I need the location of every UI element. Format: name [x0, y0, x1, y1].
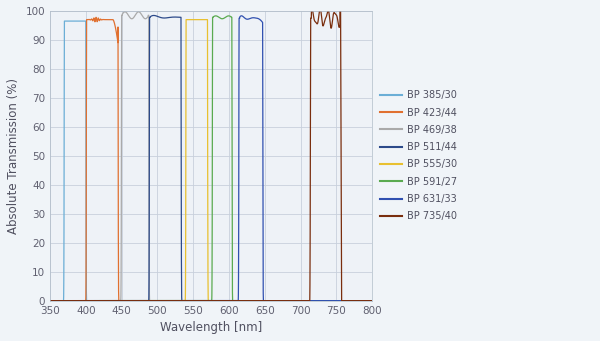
Line: BP 511/44: BP 511/44 [50, 15, 372, 301]
BP 631/33 [133, 299, 140, 303]
BP 423/44 [244, 299, 251, 303]
BP 469/38 [368, 299, 376, 303]
BP 591/27 [363, 299, 370, 303]
BP 591/27 [368, 299, 376, 303]
BP 423/44 [46, 299, 53, 303]
BP 423/44 [248, 299, 256, 303]
BP 631/33 [368, 299, 376, 303]
Legend: BP 385/30, BP 423/44, BP 469/38, BP 511/44, BP 555/30, BP 591/27, BP 631/33, BP : BP 385/30, BP 423/44, BP 469/38, BP 511/… [380, 90, 457, 221]
Y-axis label: Absolute Transmission (%): Absolute Transmission (%) [7, 78, 20, 234]
BP 511/44 [46, 299, 53, 303]
BP 735/40 [301, 299, 308, 303]
BP 469/38 [65, 299, 72, 303]
BP 385/30 [46, 299, 53, 303]
BP 385/30 [65, 19, 72, 23]
BP 423/44 [92, 15, 100, 19]
Line: BP 631/33: BP 631/33 [50, 16, 372, 301]
BP 469/38 [248, 299, 256, 303]
BP 631/33 [301, 299, 308, 303]
Line: BP 423/44: BP 423/44 [50, 17, 372, 301]
BP 423/44 [133, 299, 140, 303]
BP 631/33 [46, 299, 53, 303]
BP 591/27 [225, 14, 232, 18]
BP 385/30 [133, 299, 140, 303]
BP 511/44 [133, 299, 140, 303]
BP 591/27 [46, 299, 53, 303]
BP 385/30 [61, 19, 68, 23]
BP 555/30 [182, 18, 190, 22]
BP 469/38 [121, 10, 128, 14]
Line: BP 469/38: BP 469/38 [50, 12, 372, 301]
BP 555/30 [133, 299, 140, 303]
BP 555/30 [363, 299, 370, 303]
BP 469/38 [133, 12, 140, 16]
BP 591/27 [244, 299, 251, 303]
BP 591/27 [133, 299, 140, 303]
BP 735/40 [244, 299, 251, 303]
BP 511/44 [244, 299, 251, 303]
BP 735/40 [248, 299, 256, 303]
BP 735/40 [133, 299, 140, 303]
BP 555/30 [244, 299, 251, 303]
BP 591/27 [248, 299, 256, 303]
BP 511/44 [368, 299, 376, 303]
BP 555/30 [368, 299, 376, 303]
BP 511/44 [150, 13, 157, 17]
BP 511/44 [363, 299, 370, 303]
BP 385/30 [368, 299, 376, 303]
BP 735/40 [65, 299, 72, 303]
BP 735/40 [363, 299, 370, 303]
BP 555/30 [248, 299, 256, 303]
BP 423/44 [65, 299, 72, 303]
BP 735/40 [368, 299, 376, 303]
BP 631/33 [244, 17, 251, 21]
BP 469/38 [244, 299, 251, 303]
BP 511/44 [301, 299, 308, 303]
BP 555/30 [46, 299, 53, 303]
Line: BP 555/30: BP 555/30 [50, 20, 372, 301]
BP 631/33 [238, 14, 245, 18]
BP 591/27 [65, 299, 72, 303]
BP 469/38 [363, 299, 370, 303]
BP 631/33 [65, 299, 72, 303]
BP 469/38 [301, 299, 308, 303]
BP 555/30 [65, 299, 72, 303]
Line: BP 735/40: BP 735/40 [50, 0, 372, 301]
BP 385/30 [244, 299, 251, 303]
BP 591/27 [301, 299, 308, 303]
BP 469/38 [46, 299, 53, 303]
Line: BP 385/30: BP 385/30 [50, 21, 372, 301]
BP 631/33 [248, 16, 256, 20]
Line: BP 591/27: BP 591/27 [50, 16, 372, 301]
BP 631/33 [363, 299, 370, 303]
BP 423/44 [363, 299, 370, 303]
X-axis label: Wavelength [nm]: Wavelength [nm] [160, 321, 262, 334]
BP 511/44 [65, 299, 72, 303]
BP 511/44 [248, 299, 256, 303]
BP 735/40 [46, 299, 53, 303]
BP 385/30 [248, 299, 256, 303]
BP 555/30 [301, 299, 308, 303]
BP 423/44 [301, 299, 308, 303]
BP 385/30 [363, 299, 370, 303]
BP 423/44 [368, 299, 376, 303]
BP 385/30 [301, 299, 308, 303]
